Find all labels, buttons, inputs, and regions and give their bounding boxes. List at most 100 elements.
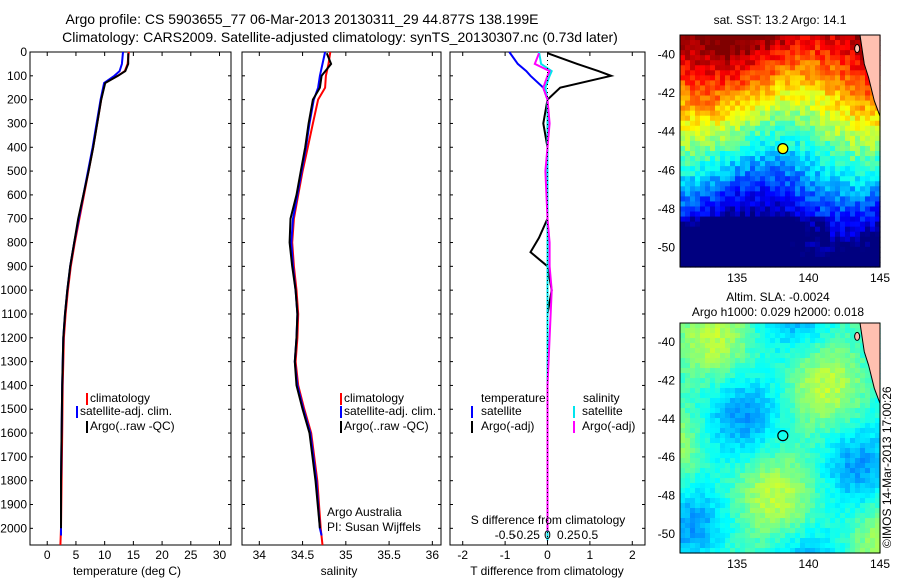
map-cell [725,140,731,147]
map-cell [865,256,871,263]
map-cell [700,428,706,434]
map-cell [795,523,801,529]
map-cell [830,140,836,147]
map-cell [825,135,831,142]
map-cell [795,75,801,81]
map-cell [835,80,841,87]
map-cell [830,533,836,539]
map-cell [705,110,711,117]
depth-tick-label: 0 [20,45,27,59]
map-cell [795,428,801,434]
map-cell [705,363,711,369]
map-cell [730,171,736,177]
map-cell [685,70,691,76]
map-cell [745,221,751,228]
map-cell [750,443,756,449]
map-cell [845,413,851,419]
map-cell [840,348,846,354]
map-cell [865,478,871,484]
map-cell [815,241,821,248]
map-cell [840,201,846,208]
map-cell [870,206,876,213]
map-cell [870,105,876,112]
map-cell [785,181,791,187]
map-cell [695,498,701,504]
map-cell [850,35,856,41]
map-cell [835,40,841,46]
map-cell [795,353,801,359]
map-cell [780,368,786,374]
map-cell [705,333,711,339]
map-cell [760,333,766,339]
map-cell [700,201,706,208]
map-cell [750,378,756,384]
map-cell [690,70,696,76]
map-cell [680,508,686,514]
map-cell [775,383,781,389]
map-cell [740,483,746,489]
map-cell [830,483,836,489]
map-cell [720,518,726,524]
map-cell [825,518,831,524]
map-cell [855,393,861,399]
map-cell [875,413,881,419]
map-cell [710,533,716,539]
map-cell [845,191,851,197]
map-cell [805,413,811,419]
map-cell [725,388,731,394]
map-cell [745,55,751,61]
map-cell [810,90,816,97]
map-cell [770,403,776,409]
map-cell [815,120,821,127]
map-cell [870,241,876,248]
map-cell [865,418,871,424]
map-cell [725,130,731,137]
map-cell [725,231,731,238]
map-cell [825,368,831,374]
map-cell [780,328,786,334]
map-cell [740,533,746,539]
map-cell [840,161,846,167]
map-cell [750,358,756,364]
map-cell [775,90,781,97]
map-cell [745,241,751,248]
map-cell [700,125,706,132]
map-cell [755,388,761,394]
map-cell [875,156,881,162]
map-cell [775,358,781,364]
map-cell [740,453,746,459]
map-cell [760,156,766,162]
map-cell [740,503,746,509]
map-cell [780,156,786,162]
map-cell [720,120,726,127]
map-cell [710,383,716,389]
map-cell [775,418,781,424]
map-cell [800,206,806,213]
map-cell [770,181,776,187]
map-cell [740,196,746,203]
map-cell [715,135,721,142]
map-cell [780,508,786,514]
map-cell [770,50,776,56]
map-cell [715,231,721,238]
map-cell [755,50,761,56]
map-cell [750,523,756,529]
map-cell [740,70,746,76]
map-cell [825,40,831,46]
map-cell [765,130,771,137]
map-cell [725,498,731,504]
map-cell [815,488,821,494]
map-cell [830,206,836,213]
map-cell [700,261,706,268]
map-cell [755,85,761,92]
map-cell [730,251,736,258]
map-cell [705,503,711,509]
map-cell [680,473,686,479]
map-cell [705,206,711,213]
map-cell [700,80,706,87]
map-cell [835,176,841,182]
map-cell [680,493,686,499]
map-cell [785,483,791,489]
map-cell [785,493,791,499]
map-cell [825,388,831,394]
